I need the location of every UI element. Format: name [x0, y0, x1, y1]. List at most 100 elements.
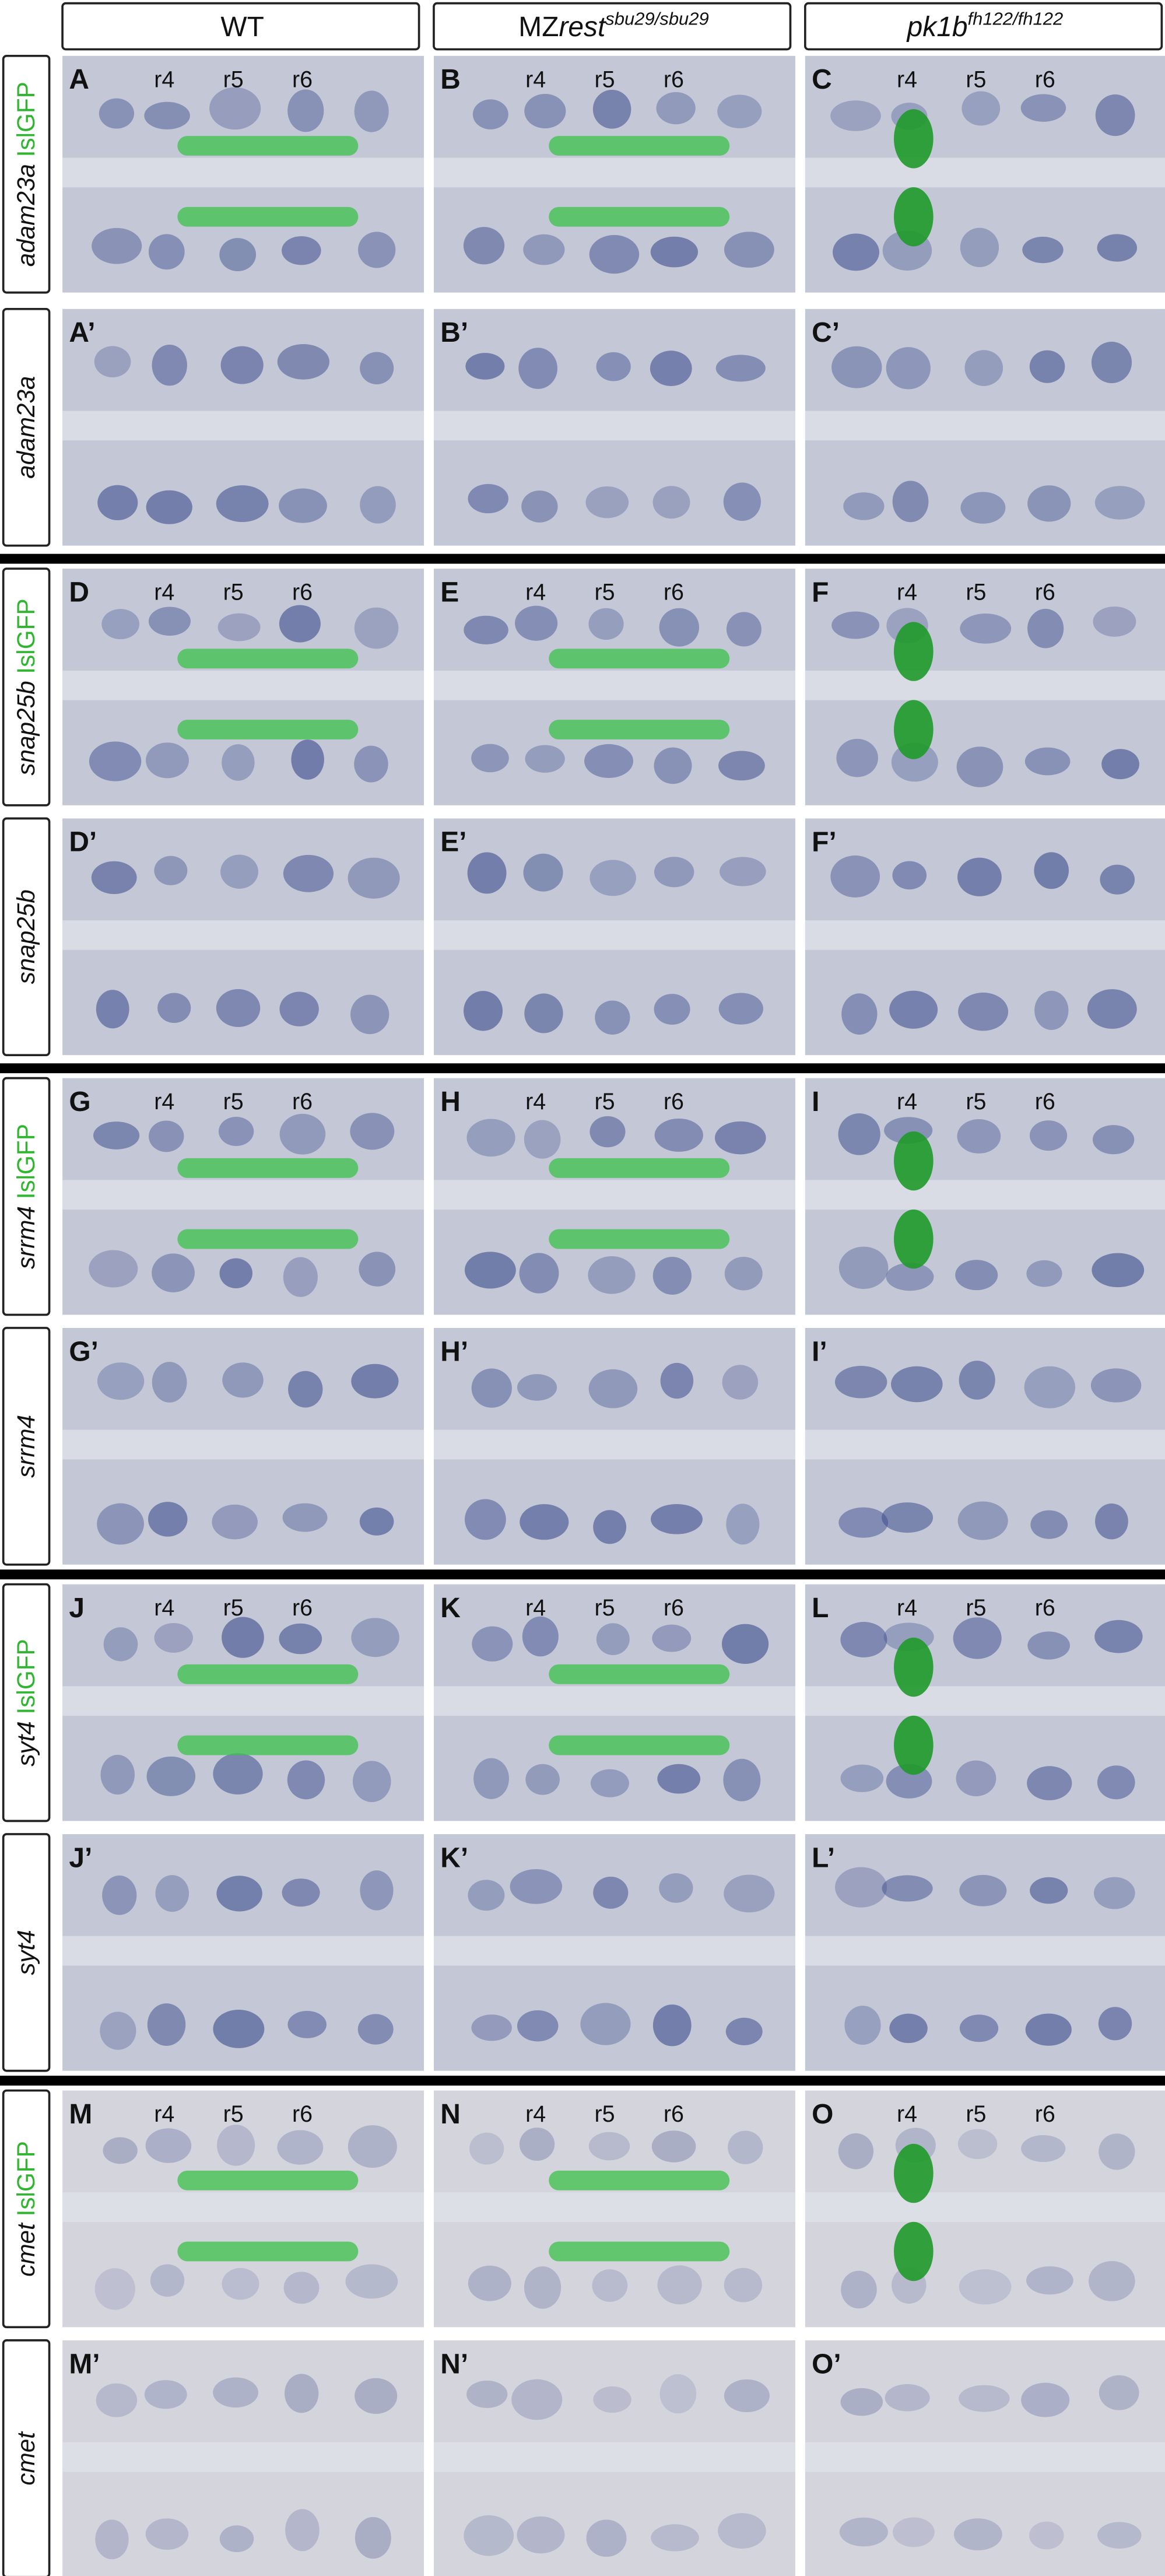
stain [97, 485, 138, 521]
stain [102, 1875, 137, 1915]
stain [830, 100, 881, 131]
region-label: r4 [154, 1089, 174, 1114]
stain [588, 1369, 638, 1408]
stain [287, 2010, 327, 2038]
region-label: r6 [664, 580, 684, 605]
midline-band [805, 157, 1165, 188]
stain [1097, 1765, 1135, 1800]
region-label: r5 [223, 66, 244, 92]
stain [651, 2130, 696, 2163]
stain [652, 1624, 692, 1652]
region-label: r4 [897, 2101, 917, 2127]
row-label: adam23a [12, 376, 40, 479]
gene-name: adam23a [12, 376, 40, 479]
stain [1034, 990, 1069, 1031]
region-label: r5 [595, 580, 615, 605]
stain [957, 1501, 1008, 1540]
gfp-signal [177, 1664, 359, 1684]
panel-letter: A’ [69, 317, 95, 348]
midline-band [805, 1936, 1165, 1966]
stain [518, 348, 557, 389]
marker-name: IslGFP [12, 598, 40, 674]
marker-name: IslGFP [12, 1124, 40, 1199]
midline-band [433, 2192, 795, 2222]
stain [1097, 2522, 1142, 2549]
stain [1026, 2266, 1073, 2295]
stain [953, 1617, 1002, 1659]
stain [359, 1507, 394, 1536]
stain [89, 741, 142, 781]
stain [1020, 94, 1066, 122]
stain [580, 2003, 631, 2045]
stain [831, 611, 880, 639]
region-label: r4 [525, 580, 546, 605]
stain [524, 1120, 561, 1159]
stain [523, 234, 565, 265]
stain [717, 94, 762, 128]
micrograph-panel [805, 1834, 1165, 2071]
stain [588, 1256, 636, 1294]
panel-letter: K [440, 1593, 461, 1624]
stain [103, 1627, 138, 1662]
gfp-signal [549, 1735, 730, 1755]
stain [523, 853, 563, 892]
micrograph-panel [62, 1834, 424, 2071]
column-header: WT [220, 12, 264, 43]
panel-letter: N’ [440, 2349, 468, 2379]
row-label: snap25b [12, 889, 40, 984]
stain [652, 2004, 692, 2046]
stain [593, 1876, 629, 1909]
micrograph-panel [433, 1078, 795, 1315]
micrograph-panel [62, 55, 424, 293]
region-label: r4 [897, 580, 917, 605]
stain [209, 87, 261, 130]
region-label: r4 [525, 1089, 546, 1114]
stain [959, 2269, 1012, 2305]
stain [350, 1113, 395, 1150]
region-label: r5 [966, 580, 986, 605]
stain [354, 745, 388, 783]
stain [350, 994, 389, 1035]
stain [718, 993, 764, 1025]
spacer [12, 2216, 40, 2223]
midline-band [62, 1936, 424, 1966]
stain [1101, 749, 1139, 780]
stain [520, 1504, 569, 1540]
stain [889, 990, 938, 1029]
stain [836, 738, 878, 777]
column-header: pk1bfh122/fh122 [906, 8, 1064, 43]
stain [355, 2378, 398, 2414]
stain [515, 605, 558, 641]
stain [589, 235, 640, 274]
stain [219, 1258, 252, 1289]
stain [471, 1368, 512, 1408]
stain [588, 608, 624, 640]
midline-band [433, 411, 795, 441]
stain [1027, 1631, 1071, 1660]
stain [517, 1374, 557, 1401]
stain [287, 89, 324, 132]
stain [213, 1753, 263, 1795]
stain [1099, 2133, 1135, 2170]
stain [1030, 1510, 1068, 1539]
stain [596, 1623, 630, 1655]
stain [464, 991, 503, 1031]
stain [964, 350, 1003, 386]
gfp-signal [549, 2241, 730, 2262]
stain [469, 2132, 504, 2165]
row-label: cmet IslGFP [12, 2141, 40, 2277]
stain [360, 486, 396, 524]
micrograph-panel [62, 818, 424, 1056]
stain [593, 1510, 627, 1544]
region-label: r6 [1035, 580, 1055, 605]
region-label: r6 [292, 1089, 313, 1114]
stain [724, 2379, 770, 2413]
midline-band [433, 920, 795, 950]
stain [882, 1875, 933, 1902]
region-label: r5 [223, 580, 244, 605]
stain [588, 2132, 630, 2161]
micrograph-panel [62, 1327, 424, 1565]
region-label: r6 [292, 66, 313, 92]
micrograph-panel [805, 569, 1165, 805]
stain [525, 745, 565, 773]
